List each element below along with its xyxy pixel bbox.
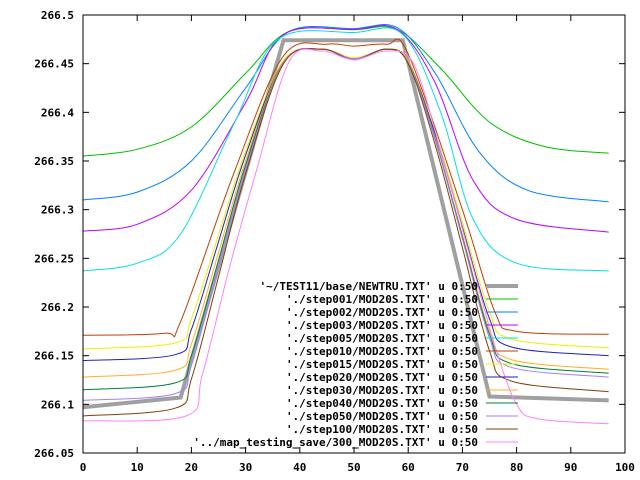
axis-ticks: 0 10 20 30 40 50 60 70 80 90 100 266.05 266.1 266.15 2…	[34, 9, 635, 474]
legend-label: './step015/MOD20S.TXT' u 0:50	[286, 358, 478, 371]
legend-label: './step030/MOD20S.TXT' u 0:50	[286, 384, 478, 397]
legend-label: './step100/MOD20S.TXT' u 0:50	[286, 423, 478, 436]
y-tick-label: 266.4	[41, 106, 74, 119]
x-tick-label: 40	[293, 461, 306, 474]
y-tick-label: 266.05	[34, 447, 74, 460]
y-tick-label: 266.45	[34, 58, 74, 71]
legend-label: '~/TEST11/base/NEWTRU.TXT' u 0:50	[259, 280, 478, 293]
y-tick-label: 266.35	[34, 155, 74, 168]
legend-label: './step010/MOD20S.TXT' u 0:50	[286, 345, 478, 358]
y-tick-label: 266.3	[41, 204, 74, 217]
plot-lines	[82, 24, 609, 425]
series-line-6	[82, 48, 609, 350]
series-line-0	[82, 38, 609, 410]
x-tick-label: 20	[185, 461, 198, 474]
x-tick-label: 30	[239, 461, 252, 474]
series-line-3	[82, 24, 609, 233]
legend-label: './step001/MOD20S.TXT' u 0:50	[286, 293, 478, 306]
series-line-10	[82, 47, 609, 401]
y-tick-label: 266.2	[41, 301, 74, 314]
legend-label: '../map_testing_save/300_MOD20S.TXT' u 0…	[193, 436, 478, 449]
x-tick-label: 100	[615, 461, 635, 474]
x-tick-label: 60	[402, 461, 415, 474]
x-tick-label: 50	[347, 461, 360, 474]
legend-label: './step005/MOD20S.TXT' u 0:50	[286, 332, 478, 345]
series-line-1	[82, 26, 609, 157]
legend: '~/TEST11/base/NEWTRU.TXT' u 0:50'./step…	[193, 280, 518, 449]
series-line-4	[82, 27, 609, 272]
legend-label: './step003/MOD20S.TXT' u 0:50	[286, 319, 478, 332]
x-tick-label: 0	[80, 461, 87, 474]
series-line-5	[82, 38, 609, 338]
legend-label: './step040/MOD20S.TXT' u 0:50	[286, 397, 478, 410]
legend-label: './step002/MOD20S.TXT' u 0:50	[286, 306, 478, 319]
y-tick-label: 266.5	[41, 9, 74, 22]
x-tick-label: 80	[510, 461, 523, 474]
series-line-2	[82, 24, 609, 203]
x-tick-label: 90	[564, 461, 577, 474]
legend-label: './step050/MOD20S.TXT' u 0:50	[286, 410, 478, 423]
y-tick-label: 266.15	[34, 350, 74, 363]
legend-label: './step020/MOD20S.TXT' u 0:50	[286, 371, 478, 384]
y-tick-label: 266.1	[41, 398, 74, 411]
x-tick-label: 70	[456, 461, 469, 474]
y-tick-label: 266.25	[34, 252, 74, 265]
x-tick-label: 10	[131, 461, 144, 474]
series-line-12	[82, 48, 609, 425]
